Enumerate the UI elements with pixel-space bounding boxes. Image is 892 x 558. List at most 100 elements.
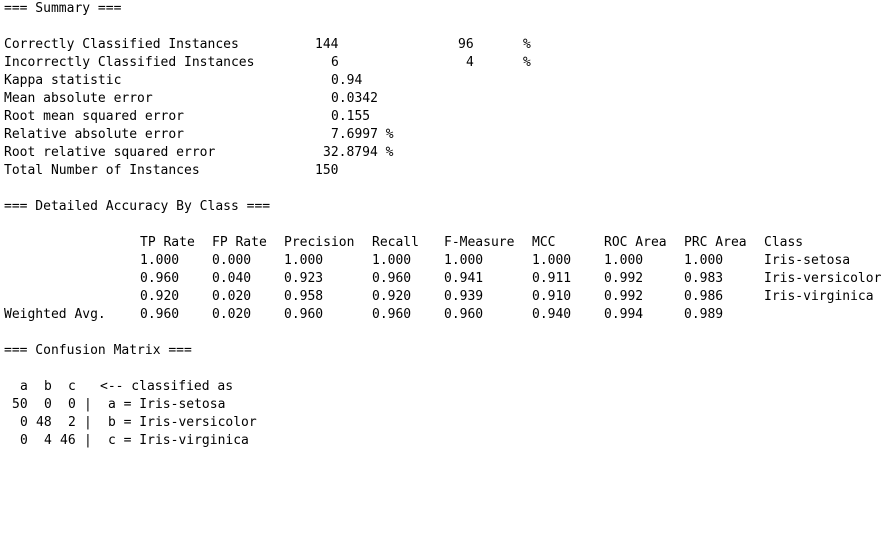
accuracy-cell: 0.992 <box>604 271 644 286</box>
confusion-cell: 4 <box>44 433 52 448</box>
accuracy-cell: 1.000 <box>372 253 412 268</box>
accuracy-cell: 0.958 <box>284 289 324 304</box>
accuracy-cell: 0.960 <box>140 271 180 286</box>
classified-as-label: <-- classified as <box>100 379 234 394</box>
accuracy-cell: 0.939 <box>444 289 484 304</box>
column-header-recall: Recall <box>372 235 419 250</box>
accuracy-cell: 0.920 <box>372 289 412 304</box>
accuracy-cell: 0.910 <box>532 289 572 304</box>
accuracy-cell: 0.923 <box>284 271 324 286</box>
confusion-cell: 50 <box>12 397 28 412</box>
confusion-row: 0 4 46 | c = Iris-virginica <box>4 432 404 450</box>
summary-label: Incorrectly Classified Instances <box>4 55 255 70</box>
accuracy-class-name: Iris-setosa <box>764 253 851 268</box>
summary-value: 144 <box>315 37 339 52</box>
accuracy-cell: 0.941 <box>444 271 484 286</box>
accuracy-row: 1.000 0.000 1.000 1.000 1.000 1.000 1.00… <box>4 252 884 270</box>
summary-label: Relative absolute error <box>4 127 185 142</box>
confusion-cell: 48 <box>36 415 52 430</box>
summary-row-kappa: Kappa statistic 0.94 <box>4 72 884 90</box>
summary-row-correct: Correctly Classified Instances 144 96 % <box>4 36 884 54</box>
accuracy-cell: 0.960 <box>284 307 324 322</box>
confusion-cell: 0 <box>44 397 52 412</box>
summary-unit: % <box>523 37 531 52</box>
accuracy-class-name: Iris-virginica <box>764 289 874 304</box>
summary-label: Root mean squared error <box>4 109 185 124</box>
summary-row-rrse: Root relative squared error 32.8794 % <box>4 144 884 162</box>
summary-label: Mean absolute error <box>4 91 153 106</box>
accuracy-cell: 1.000 <box>604 253 644 268</box>
summary-row-rmse: Root mean squared error 0.155 <box>4 108 884 126</box>
accuracy-cell: 0.986 <box>684 289 724 304</box>
accuracy-cell: 0.960 <box>372 307 412 322</box>
summary-row-rae: Relative absolute error 7.6997 % <box>4 126 884 144</box>
accuracy-row-weighted-avg: Weighted Avg. 0.960 0.020 0.960 0.960 0.… <box>4 306 884 324</box>
summary-label: Root relative squared error <box>4 145 216 160</box>
column-header-tp-rate: TP Rate <box>140 235 195 250</box>
confusion-column-letter: b <box>44 379 52 394</box>
column-header-prc-area: PRC Area <box>684 235 747 250</box>
weka-classifier-output: === Summary === Correctly Classified Ins… <box>4 0 890 460</box>
accuracy-cell: 0.960 <box>444 307 484 322</box>
confusion-header: === Confusion Matrix === <box>4 343 192 358</box>
confusion-row: 0 48 2 | b = Iris-versicolor <box>4 414 404 432</box>
confusion-column-letter: a <box>20 379 28 394</box>
summary-value: 0.94 <box>331 73 363 88</box>
confusion-separator: | <box>84 397 92 412</box>
summary-percent: 4 <box>466 55 474 70</box>
summary-row-total: Total Number of Instances 150 <box>4 162 884 180</box>
confusion-separator: | <box>84 415 92 430</box>
confusion-cell: 0 <box>20 415 28 430</box>
summary-label: Correctly Classified Instances <box>4 37 239 52</box>
summary-value: 0.155 <box>331 109 371 124</box>
summary-row-incorrect: Incorrectly Classified Instances 6 4 % <box>4 54 884 72</box>
confusion-row: 50 0 0 | a = Iris-setosa <box>4 396 404 414</box>
accuracy-cell: 0.983 <box>684 271 724 286</box>
column-header-precision: Precision <box>284 235 355 250</box>
confusion-column-letter: c <box>68 379 76 394</box>
confusion-column-letters: a b c <-- classified as <box>4 378 404 396</box>
summary-value: 32.8794 % <box>323 145 394 160</box>
accuracy-cell: 0.992 <box>604 289 644 304</box>
confusion-legend: c = Iris-virginica <box>108 433 249 448</box>
accuracy-cell: 0.989 <box>684 307 724 322</box>
accuracy-cell: 0.920 <box>140 289 180 304</box>
summary-value: 0.0342 <box>331 91 378 106</box>
column-header-roc-area: ROC Area <box>604 235 667 250</box>
summary-value: 6 <box>331 55 339 70</box>
accuracy-cell: 0.020 <box>212 307 252 322</box>
summary-label: Kappa statistic <box>4 73 122 88</box>
accuracy-cell: 1.000 <box>140 253 180 268</box>
summary-unit: % <box>523 55 531 70</box>
accuracy-cell: 0.994 <box>604 307 644 322</box>
accuracy-class-name: Iris-versicolor <box>764 271 882 286</box>
accuracy-cell: 1.000 <box>284 253 324 268</box>
accuracy-cell: 0.911 <box>532 271 572 286</box>
accuracy-cell: 0.000 <box>212 253 252 268</box>
confusion-separator: | <box>84 433 92 448</box>
accuracy-cell: 0.040 <box>212 271 252 286</box>
confusion-cell: 2 <box>68 415 76 430</box>
accuracy-cell: 1.000 <box>532 253 572 268</box>
accuracy-header: === Detailed Accuracy By Class === <box>4 199 271 214</box>
column-header-f-measure: F-Measure <box>444 235 515 250</box>
accuracy-column-headers: TP Rate FP Rate Precision Recall F-Measu… <box>4 234 884 252</box>
summary-value: 7.6997 % <box>331 127 394 142</box>
summary-value: 150 <box>315 163 339 178</box>
column-header-class: Class <box>764 235 804 250</box>
confusion-cell: 0 <box>20 433 28 448</box>
accuracy-cell: 1.000 <box>684 253 724 268</box>
confusion-legend: a = Iris-setosa <box>108 397 226 412</box>
confusion-legend: b = Iris-versicolor <box>108 415 257 430</box>
accuracy-row: 0.920 0.020 0.958 0.920 0.939 0.910 0.99… <box>4 288 884 306</box>
accuracy-row: 0.960 0.040 0.923 0.960 0.941 0.911 0.99… <box>4 270 884 288</box>
summary-row-mae: Mean absolute error 0.0342 <box>4 90 884 108</box>
column-header-fp-rate: FP Rate <box>212 235 267 250</box>
accuracy-cell: 0.020 <box>212 289 252 304</box>
summary-label: Total Number of Instances <box>4 163 200 178</box>
accuracy-cell: 0.960 <box>372 271 412 286</box>
accuracy-cell: 1.000 <box>444 253 484 268</box>
accuracy-cell: 0.960 <box>140 307 180 322</box>
summary-percent: 96 <box>458 37 474 52</box>
summary-header: === Summary === <box>4 1 122 16</box>
